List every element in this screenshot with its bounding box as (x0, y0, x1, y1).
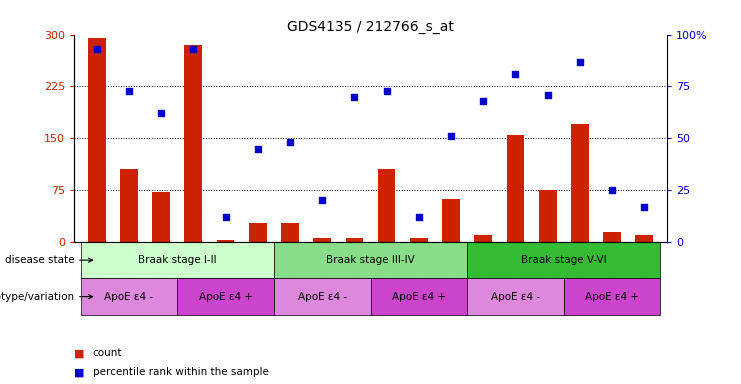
Bar (345, 238, 363, 242)
Text: Braak stage III-IV: Braak stage III-IV (326, 255, 415, 265)
Bar (467, 242, 660, 278)
Bar (442, 199, 460, 242)
Bar (507, 135, 525, 242)
Bar (281, 223, 299, 242)
Text: ApoE ε4 +: ApoE ε4 + (585, 291, 639, 302)
Bar (81, 242, 274, 278)
Point (542, 92, 554, 98)
Bar (603, 232, 621, 242)
Point (381, 88, 393, 94)
Text: ■: ■ (74, 348, 84, 358)
Text: count: count (93, 348, 122, 358)
Point (445, 133, 457, 139)
Point (510, 71, 522, 77)
Text: disease state: disease state (4, 255, 93, 265)
Point (477, 98, 489, 104)
Bar (474, 235, 492, 242)
Text: ApoE ε4 +: ApoE ε4 + (199, 291, 253, 302)
Bar (185, 45, 202, 242)
Point (348, 94, 360, 100)
Text: Braak stage I-II: Braak stage I-II (138, 255, 216, 265)
Bar (81, 278, 177, 315)
Bar (564, 278, 660, 315)
Text: ApoE ε4 +: ApoE ε4 + (392, 291, 446, 302)
Point (413, 214, 425, 220)
Bar (313, 238, 331, 242)
Point (219, 214, 231, 220)
Bar (539, 190, 556, 242)
Text: ApoE ε4 -: ApoE ε4 - (298, 291, 347, 302)
Bar (571, 124, 589, 242)
Bar (120, 169, 138, 242)
Point (284, 139, 296, 146)
Point (123, 88, 135, 94)
Point (187, 46, 199, 52)
Bar (370, 278, 467, 315)
Bar (378, 169, 396, 242)
Bar (177, 278, 274, 315)
Bar (249, 223, 267, 242)
Text: percentile rank within the sample: percentile rank within the sample (93, 367, 268, 377)
Point (252, 146, 264, 152)
Point (90, 46, 102, 52)
Bar (467, 278, 564, 315)
Title: GDS4135 / 212766_s_at: GDS4135 / 212766_s_at (287, 20, 454, 33)
Text: ApoE ε4 -: ApoE ε4 - (104, 291, 153, 302)
Bar (216, 240, 234, 242)
Text: Braak stage V-VI: Braak stage V-VI (521, 255, 607, 265)
Text: ■: ■ (74, 367, 84, 377)
Bar (274, 242, 467, 278)
Point (316, 197, 328, 204)
Point (155, 110, 167, 116)
Text: ApoE ε4 -: ApoE ε4 - (491, 291, 540, 302)
Bar (87, 38, 105, 242)
Bar (410, 238, 428, 242)
Point (606, 187, 618, 193)
Bar (152, 192, 170, 242)
Point (639, 204, 651, 210)
Bar (274, 278, 370, 315)
Bar (636, 235, 654, 242)
Point (574, 58, 586, 65)
Text: genotype/variation: genotype/variation (0, 291, 93, 302)
